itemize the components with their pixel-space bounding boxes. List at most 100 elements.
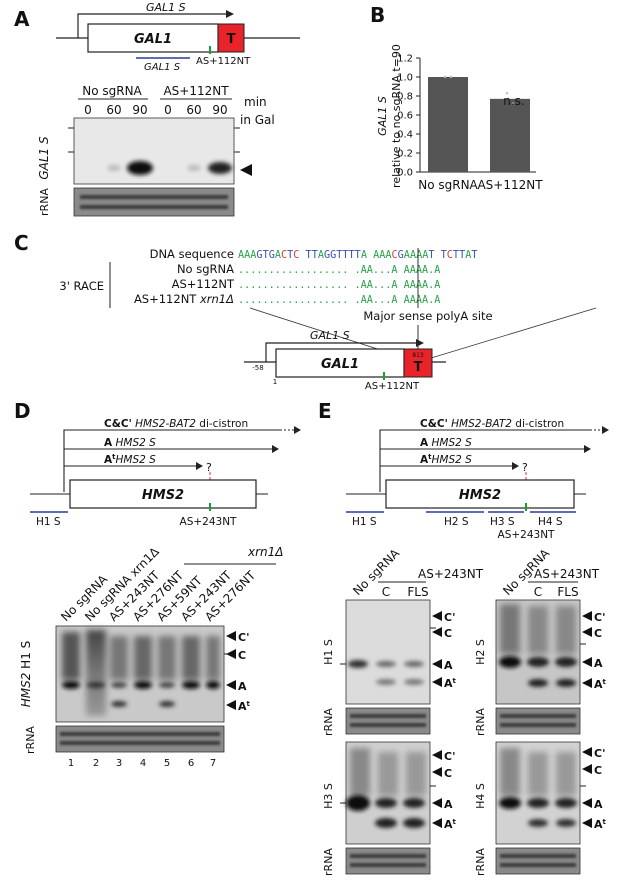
e-h2-rrna: rRNA bbox=[474, 708, 487, 736]
panel-a-blot: GAL1 S rRNA bbox=[37, 117, 252, 217]
replicate-point bbox=[449, 75, 453, 79]
e-l-bot-at-base: A bbox=[444, 818, 453, 831]
d-lane-num-5: 5 bbox=[164, 758, 170, 769]
panel-a-marker-label: AS+112NT bbox=[196, 56, 251, 67]
panel-a-terminator-label: T bbox=[227, 32, 236, 47]
panel-a-probe-label: GAL1 S bbox=[144, 62, 181, 73]
panel-b-ylabel-line2: relative to no sgRNA t=90 bbox=[390, 44, 403, 188]
race-row4-prefix: AS+112NT bbox=[134, 292, 197, 306]
sequence-base: T bbox=[336, 250, 342, 261]
race-row-nosg: No sgRNA bbox=[177, 262, 234, 276]
e-r-bot-a: A bbox=[594, 798, 603, 811]
d-blot-gene-label: HMS2 H1 S bbox=[19, 641, 33, 708]
coord-one: 1 bbox=[273, 378, 277, 386]
sequence-base: A bbox=[250, 250, 256, 261]
panel-d-blot: HMS2 H1 S rRNA C' C A At 1 2 3 4 5 6 7 bbox=[19, 625, 251, 769]
sequence-base: G bbox=[256, 250, 262, 261]
d-cc-text: HMS2-BAT2 bbox=[135, 418, 196, 430]
sequence-base: A bbox=[275, 250, 281, 261]
e-cc-transcript: C&C' HMS2-BAT2 di-cistron bbox=[420, 418, 564, 430]
d-lane-num-1: 1 bbox=[68, 758, 74, 769]
e-blot-h3: H3 S rRNA bbox=[322, 741, 436, 876]
e-l-bot-cprime: C' bbox=[444, 750, 455, 763]
e-right-c: C bbox=[534, 585, 542, 599]
d-lane-num-4: 4 bbox=[140, 758, 146, 769]
bar-category-no-sgrna: No sgRNA bbox=[418, 178, 478, 192]
terminator-box bbox=[217, 23, 245, 53]
d-at-transcript: AtHMS2 S bbox=[104, 453, 156, 466]
d-band-c: C bbox=[238, 649, 246, 662]
d-probe-label: H1 S bbox=[36, 516, 61, 528]
time-60-a: 60 bbox=[106, 103, 121, 117]
e-gene-label: HMS2 bbox=[459, 488, 501, 503]
d-lane-num-7: 7 bbox=[210, 758, 216, 769]
panel-a-label: A bbox=[14, 7, 30, 31]
e-at-bold: A bbox=[420, 454, 429, 466]
d-at-bold: A bbox=[104, 454, 113, 466]
group1-label: No sgRNA bbox=[82, 84, 142, 98]
e-question: ? bbox=[522, 461, 528, 474]
e-band-markers-right: C' C A At C' C A At bbox=[582, 611, 607, 831]
e-at-transcript: AtHMS2 S bbox=[420, 453, 472, 466]
sequence-base: T bbox=[428, 250, 434, 261]
e-left-nosg: No sgRNA bbox=[350, 546, 403, 599]
panel-e-headers-right: No sgRNA AS+243NT C FLS bbox=[500, 546, 600, 599]
e-blot-h4: H4 S rRNA bbox=[474, 741, 586, 876]
panel-e-label: E bbox=[318, 399, 332, 423]
panel-e-gene-diagram: C&C' HMS2-BAT2 di-cistron A HMS2 S AtHMS… bbox=[346, 418, 609, 541]
d-at-text: HMS2 S bbox=[116, 454, 157, 466]
panel-b-label: B bbox=[370, 3, 385, 27]
sequence-base: T bbox=[441, 250, 447, 261]
e-left-group: AS+243NT bbox=[418, 567, 484, 581]
sequence-base: A bbox=[238, 250, 244, 261]
race-row-dna: DNA sequence bbox=[150, 247, 234, 261]
race-align-nosg: .................. .AA...A AAAA.A bbox=[238, 265, 440, 276]
y-tick-label: 1.2 bbox=[397, 54, 413, 65]
y-tick-label: 0.0 bbox=[397, 168, 413, 179]
sequence-base: A bbox=[373, 250, 379, 261]
e-probe-h4: H4 S bbox=[538, 516, 563, 528]
gal1-band-as-90 bbox=[208, 162, 232, 174]
e-h1-label: H1 S bbox=[322, 639, 335, 665]
e-a-bold: A bbox=[420, 437, 429, 449]
panel-d-lane-labels: xrn1Δ No sgRNA No sgRNA xrn1Δ AS+243NT A… bbox=[58, 544, 283, 624]
band-arrowhead bbox=[240, 164, 252, 176]
e-blot-h1: H1 S rRNA bbox=[322, 599, 436, 736]
d-band-cprime: C' bbox=[238, 631, 249, 644]
race-row-as112: AS+112NT bbox=[172, 277, 235, 291]
panel-c-marker-label: AS+112NT bbox=[365, 381, 420, 392]
time-90-b: 90 bbox=[212, 103, 227, 117]
e-left-fls: FLS bbox=[407, 585, 428, 599]
d-band-a: A bbox=[238, 680, 247, 693]
bar-category-as112: AS+112NT bbox=[477, 178, 543, 192]
e-h1-rrna: rRNA bbox=[322, 708, 335, 736]
e-r-top-cprime: C' bbox=[594, 611, 605, 624]
e-l-bot-c: C bbox=[444, 767, 452, 780]
d-cc-suffix: di-cistron bbox=[199, 418, 248, 430]
sequence-base: A bbox=[318, 250, 324, 261]
time-0-b: 0 bbox=[164, 103, 172, 117]
sequence-base: A bbox=[244, 250, 250, 261]
d-band-at-base: A bbox=[238, 700, 247, 713]
sequence-base: T bbox=[306, 250, 312, 261]
y-tick-label: 0.2 bbox=[397, 149, 413, 160]
significance-label: n.s. bbox=[503, 94, 525, 108]
y-tick-label: 0.8 bbox=[397, 92, 413, 103]
e-l-top-cprime: C' bbox=[444, 611, 455, 624]
d-gene-label: HMS2 bbox=[142, 488, 184, 503]
transcript-arrowhead bbox=[226, 10, 234, 18]
e-right-group: AS+243NT bbox=[534, 567, 600, 581]
d-blot-gene: HMS2 bbox=[19, 673, 33, 708]
d-a-text: HMS2 S bbox=[115, 437, 156, 449]
polya-label: Major sense polyA site bbox=[363, 309, 492, 323]
e-r-bot-cprime: C' bbox=[594, 747, 605, 760]
e-h4-label: H4 S bbox=[474, 783, 487, 809]
sequence-base: T bbox=[355, 250, 361, 261]
panel-a-blot-label: GAL1 S bbox=[37, 136, 51, 180]
panel-c-race: DNA sequence No sgRNA AS+112NT AS+112NT … bbox=[59, 247, 597, 363]
replicate-point bbox=[511, 102, 515, 105]
race-row4-suffix: xrn1Δ bbox=[199, 292, 234, 306]
time-60-b: 60 bbox=[186, 103, 201, 117]
sequence-base: T bbox=[263, 250, 269, 261]
